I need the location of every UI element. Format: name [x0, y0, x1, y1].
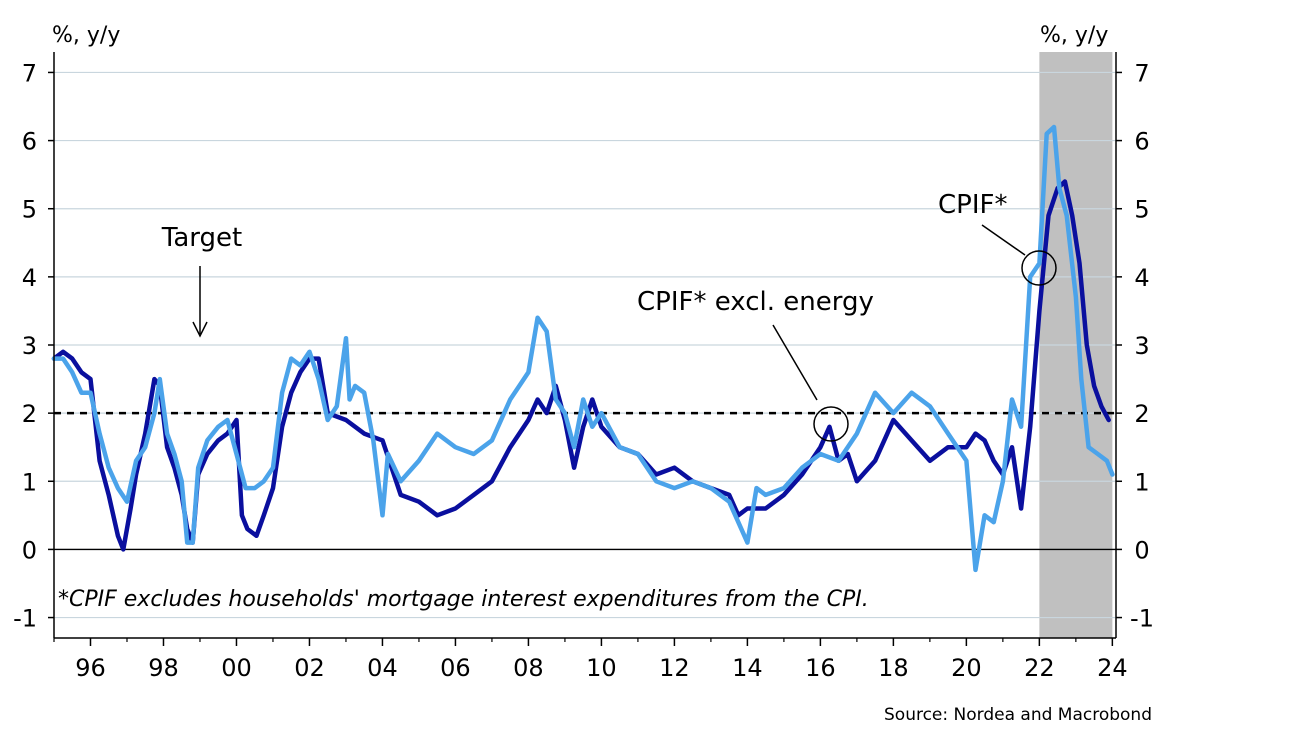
y-tick-label-left: 3: [22, 332, 37, 360]
cpif-highlight-circle: [1021, 250, 1057, 286]
y-tick-label-right: 1: [1134, 468, 1149, 496]
y-tick-label-right: 6: [1134, 128, 1149, 156]
x-tick-label: 06: [440, 654, 471, 682]
y-tick-label-left: 6: [22, 128, 37, 156]
y-tick-label-left: 0: [22, 536, 37, 564]
y-tick-label-left: 1: [22, 468, 37, 496]
y-tick-label-right: -1: [1130, 605, 1154, 633]
source-note: Source: Nordea and Macrobond: [884, 705, 1152, 725]
x-tick-label: 16: [805, 654, 836, 682]
x-tick-label: 08: [513, 654, 544, 682]
x-tick-label: 18: [878, 654, 909, 682]
x-tick-label: 22: [1024, 654, 1055, 682]
y-tick-label-right: 3: [1134, 332, 1149, 360]
y-tick-label-right: 7: [1134, 59, 1149, 87]
x-tick-label: 20: [951, 654, 982, 682]
x-tick-label: 98: [148, 654, 179, 682]
y-tick-label-left: 7: [22, 59, 37, 87]
y-tick-label-left: 5: [22, 196, 37, 224]
left-axis-unit-label: %, y/y: [52, 23, 120, 48]
cpif-excl-energy-annotation: CPIF* excl. energy: [637, 287, 874, 317]
y-tick-label-right: 5: [1134, 196, 1149, 224]
y-tick-label-right: 2: [1134, 400, 1149, 428]
cpif-excl-energy-leader-line: [772, 324, 818, 401]
ticks-layer: -1 -10 01 12 23 34 45 56 67 796 98 00 02 04 06 08 10 12 14…: [13, 59, 1154, 682]
x-tick-label: 10: [586, 654, 617, 682]
series-line-cpif: [51, 179, 1111, 552]
series-layer: [51, 124, 1115, 573]
gridlines-layer: [54, 71, 1116, 619]
x-tick-label: 00: [221, 654, 252, 682]
annotations-layer: [192, 224, 1057, 442]
x-tick-label: 12: [659, 654, 690, 682]
x-tick-label: 14: [732, 654, 763, 682]
y-tick-label-left: 2: [22, 400, 37, 428]
series-line-cpif-excl-energy: [51, 124, 1115, 573]
x-tick-label: 02: [294, 654, 325, 682]
target-arrow-head: [192, 321, 208, 338]
y-tick-label-left: -1: [13, 605, 37, 633]
right-axis-unit-label: %, y/y: [1040, 23, 1108, 48]
cpif-excl-energy-highlight-circle: [813, 406, 849, 442]
y-tick-label-left: 4: [22, 264, 37, 292]
y-tick-label-right: 4: [1134, 264, 1149, 292]
footnote: *CPIF excludes households' mortgage inte…: [58, 587, 869, 612]
x-tick-label: 24: [1097, 654, 1128, 682]
x-tick-label: 04: [367, 654, 398, 682]
cpif-leader-line: [981, 224, 1026, 256]
target-annotation: Target: [161, 223, 242, 253]
x-tick-label: 96: [75, 654, 106, 682]
cpif-annotation: CPIF*: [938, 190, 1007, 220]
y-tick-label-right: 0: [1134, 536, 1149, 564]
